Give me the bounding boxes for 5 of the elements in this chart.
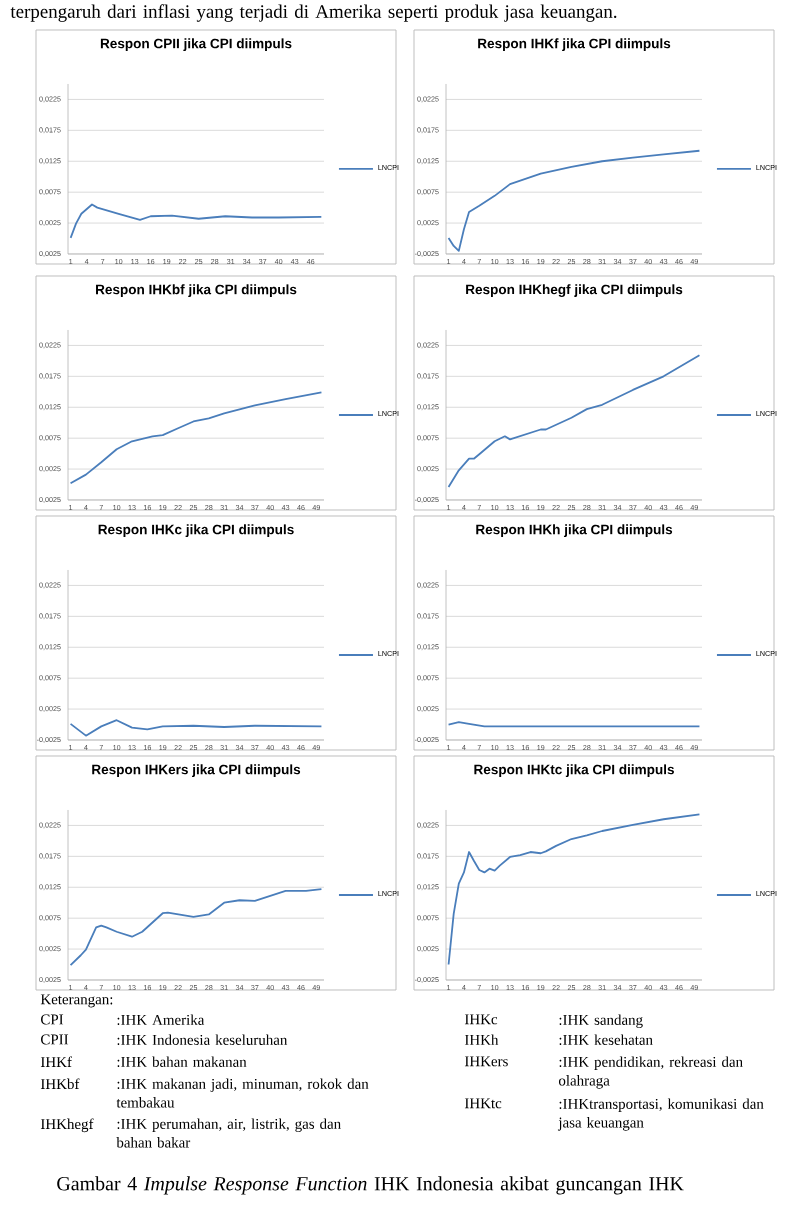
text: terpengaruh dari inflasi yang terjadi di Amerika seperti produk jasa keuangan. bbox=[10, 4, 617, 22]
line-series bbox=[69, 391, 323, 485]
line-series bbox=[447, 813, 701, 966]
line-series bbox=[69, 203, 323, 239]
text: Gambar 4 Impulse Response Function IHK Indonesia akibat guncangan IHK bbox=[57, 1176, 684, 1195]
